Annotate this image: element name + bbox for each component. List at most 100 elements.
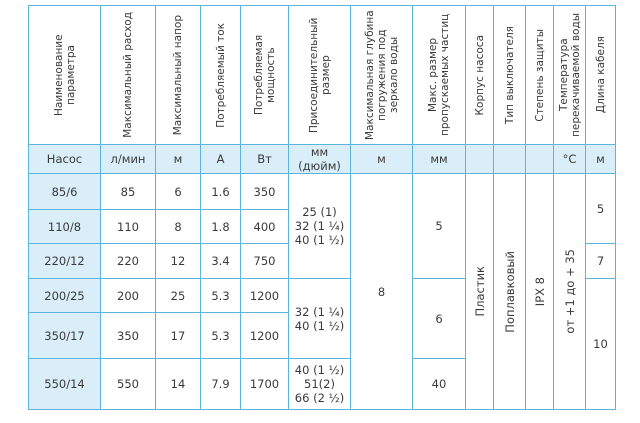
unit-cell <box>493 144 526 174</box>
data-row: 220/12 220 12 3.4 750 7 <box>28 243 616 279</box>
header-cell-line: Наименование параметра <box>52 34 77 116</box>
value-cell: 350 <box>100 312 156 359</box>
value-cell: 550 <box>100 358 156 410</box>
connection-cell-line: 40 (1 ½) <box>294 233 345 247</box>
particle-cell: 40 <box>412 358 466 410</box>
rotated-cell: Поплавковый <box>493 173 526 410</box>
header-cell: Длина кабеля <box>585 5 616 145</box>
header-cell: Макс. размер пропускаемых частиц <box>412 5 466 145</box>
value-cell: 350 <box>240 173 289 210</box>
rotated-cell: Пластик <box>465 173 494 410</box>
value-cell: 200 <box>100 278 156 313</box>
depth-cell: 8 <box>350 173 413 410</box>
header-cell: Максимальный расход <box>100 5 156 145</box>
rotated-cell: от +1 до + 35 <box>553 173 586 410</box>
connection-cell-line: 32 (1 ¼) <box>294 219 345 233</box>
connection-cell-line: 25 (1) <box>302 205 337 219</box>
header-cell: Степень защиты <box>525 5 554 145</box>
spec-table-wrap: Наименование параметра Максимальный расхо… <box>28 5 616 410</box>
unit-cell: мм (дюйм) <box>288 144 351 174</box>
header-cell: Присоединительный размер <box>288 5 351 145</box>
model-cell: 110/8 <box>28 209 101 244</box>
unit-cell: Насос <box>28 144 101 174</box>
header-cell-line: Корпус насоса <box>473 34 486 116</box>
model-cell: 200/25 <box>28 278 101 313</box>
particle-cell: 6 <box>412 278 466 359</box>
data-row: 550/14 550 14 7.9 1700 40 (1 ½) 51(2) 66 (2 ½) 4… <box>28 358 616 410</box>
connection-cell-line: 40 (1 ½) <box>294 363 345 377</box>
unit-cell: °С <box>553 144 586 174</box>
value-cell: 12 <box>155 243 201 279</box>
header-cell-line: Потребляемый ток <box>214 22 227 128</box>
value-cell: 750 <box>240 243 289 279</box>
unit-cell: Вт <box>240 144 289 174</box>
unit-cell: мм <box>412 144 466 174</box>
connection-cell-line: 51(2) <box>304 377 335 391</box>
rotated-cell: IPX 8 <box>525 173 554 410</box>
cable-cell: 5 <box>585 173 616 244</box>
header-cell-line: Тип выключателя <box>503 25 516 125</box>
header-cell-line: Максимальная глубина погружения под зерк… <box>363 10 400 140</box>
units-row: Насос л/мин м А Вт мм (дюйм) м мм °С м <box>28 144 616 174</box>
value-cell: 1.8 <box>200 209 241 244</box>
value-cell: 25 <box>155 278 201 313</box>
unit-cell <box>525 144 554 174</box>
rotated-cell-line: Поплавковый <box>502 250 517 333</box>
value-cell: 14 <box>155 358 201 410</box>
rotated-cell-line: IPX 8 <box>532 276 547 307</box>
rotated-cell-line: Пластик <box>472 266 487 317</box>
connection-cell-line: 40 (1 ½) <box>294 318 345 333</box>
value-cell: 3.4 <box>200 243 241 279</box>
cable-cell: 10 <box>585 278 616 410</box>
header-cell-line: Температура перекачиваемой воды <box>557 13 582 138</box>
unit-cell: м <box>350 144 413 174</box>
value-cell: 1200 <box>240 278 289 313</box>
data-row: 110/8 110 8 1.8 400 <box>28 209 616 244</box>
value-cell: 7.9 <box>200 358 241 410</box>
header-cell: Наименование параметра <box>28 5 101 145</box>
header-cell-line: Максимальный напор <box>172 14 184 136</box>
header-cell: Тип выключателя <box>493 5 526 145</box>
header-cell-line: Присоединительный размер <box>307 17 332 133</box>
value-cell: 5.3 <box>200 278 241 313</box>
header-cell-line: Макс. размер пропускаемых частиц <box>427 13 451 137</box>
value-cell: 110 <box>100 209 156 244</box>
value-cell: 1700 <box>240 358 289 410</box>
header-cell-line: Длина кабеля <box>594 36 607 114</box>
header-row: Наименование параметра Максимальный расхо… <box>28 5 616 145</box>
value-cell: 1200 <box>240 312 289 359</box>
header-cell: Корпус насоса <box>465 5 494 145</box>
unit-cell: м <box>155 144 201 174</box>
cable-cell: 7 <box>585 243 616 279</box>
header-cell-line: Потребляемая мощность <box>252 34 277 116</box>
connection-cell-line: 32 (1 ¼) <box>294 304 345 319</box>
rotated-cell-line: от +1 до + 35 <box>562 249 577 334</box>
model-cell: 220/12 <box>28 243 101 279</box>
value-cell: 5.3 <box>200 312 241 359</box>
model-cell: 350/17 <box>28 312 101 359</box>
connection-cell: 40 (1 ½) 51(2) 66 (2 ½) <box>288 358 351 410</box>
header-cell-line: Степень защиты <box>533 28 546 122</box>
unit-cell: м <box>585 144 616 174</box>
connection-cell: 25 (1) 32 (1 ¼) 40 (1 ½) <box>288 173 351 279</box>
header-cell-line: Максимальный расход <box>122 12 134 138</box>
header-cell: Потребляемая мощность <box>240 5 289 145</box>
header-cell: Максимальный напор <box>155 5 201 145</box>
value-cell: 8 <box>155 209 201 244</box>
unit-cell <box>465 144 494 174</box>
header-cell: Потребляемый ток <box>200 5 241 145</box>
particle-cell: 5 <box>412 173 466 279</box>
value-cell: 85 <box>100 173 156 210</box>
header-cell: Максимальная глубина погружения под зерк… <box>350 5 413 145</box>
value-cell: 400 <box>240 209 289 244</box>
connection-cell-line: 66 (2 ½) <box>294 391 345 405</box>
value-cell: 6 <box>155 173 201 210</box>
value-cell: 220 <box>100 243 156 279</box>
unit-cell: А <box>200 144 241 174</box>
value-cell: 17 <box>155 312 201 359</box>
unit-cell: л/мин <box>100 144 156 174</box>
connection-cell: 32 (1 ¼) 40 (1 ½) <box>288 278 351 359</box>
spec-table: Наименование параметра Максимальный расхо… <box>28 5 616 410</box>
model-cell: 550/14 <box>28 358 101 410</box>
